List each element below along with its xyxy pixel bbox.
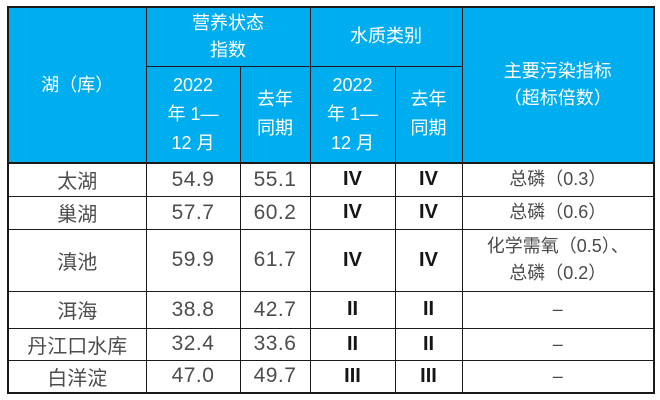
table-row-danjiangkou: 丹江口水库 32.4 33.6 II II –	[7, 327, 655, 361]
quality-class-current: IV	[309, 228, 396, 292]
pollution-indicators: –	[461, 327, 655, 361]
header-nutrition-current: 2022 年 1— 12 月	[145, 65, 241, 164]
nutrition-index-current: 38.8	[145, 290, 241, 329]
table-row-chaohu: 巢湖 57.7 60.2 IV IV 总磷（0.6）	[7, 195, 655, 230]
lake-name: 太湖	[7, 162, 147, 197]
quality-class-last: II	[394, 327, 463, 361]
header-quality-group: 水质类别	[309, 6, 463, 67]
nutrition-index-current: 59.9	[145, 228, 241, 292]
header-quality-current: 2022 年 1— 12 月	[309, 65, 396, 164]
pollution-indicators: 化学需氧（0.5）、 总磷（0.2）	[461, 228, 655, 292]
quality-class-last: IV	[394, 195, 463, 230]
quality-class-last: IV	[394, 228, 463, 292]
nutrition-index-last: 49.7	[239, 359, 311, 394]
header-nutrition-last: 去年 同期	[239, 65, 311, 164]
nutrition-index-last: 42.7	[239, 290, 311, 329]
quality-class-last: IV	[394, 162, 463, 197]
table-row-erhai: 洱海 38.8 42.7 II II –	[7, 290, 655, 329]
header-quality-last: 去年 同期	[394, 65, 463, 164]
table-row-dianchi: 滇池 59.9 61.7 IV IV 化学需氧（0.5）、 总磷（0.2）	[7, 228, 655, 292]
quality-class-last: III	[394, 359, 463, 394]
pollution-indicators: 总磷（0.6）	[461, 195, 655, 230]
lake-name: 巢湖	[7, 195, 147, 230]
lake-name: 洱海	[7, 290, 147, 329]
table-row-baiyangdian: 白洋淀 47.0 49.7 III III –	[7, 359, 655, 394]
nutrition-index-current: 57.7	[145, 195, 241, 230]
quality-class-current: II	[309, 327, 396, 361]
table-row-taihu: 太湖 54.9 55.1 IV IV 总磷（0.3）	[7, 162, 655, 197]
quality-class-current: II	[309, 290, 396, 329]
lake-name: 丹江口水库	[7, 327, 147, 361]
nutrition-index-current: 54.9	[145, 162, 241, 197]
quality-class-current: IV	[309, 195, 396, 230]
lake-name: 滇池	[7, 228, 147, 292]
nutrition-index-current: 47.0	[145, 359, 241, 394]
lake-water-quality-table: 湖（库） 营养状态 指数 水质类别 主要污染指标 （超标倍数） 2022 年 1…	[7, 6, 655, 394]
quality-class-last: II	[394, 290, 463, 329]
quality-class-current: III	[309, 359, 396, 394]
nutrition-index-last: 61.7	[239, 228, 311, 292]
header-group-row: 湖（库） 营养状态 指数 水质类别 主要污染指标 （超标倍数）	[7, 6, 655, 164]
header-nutrition-group: 营养状态 指数	[145, 6, 311, 67]
header-lake: 湖（库）	[7, 6, 147, 164]
header-pollution: 主要污染指标 （超标倍数）	[461, 6, 655, 164]
quality-class-current: IV	[309, 162, 396, 197]
nutrition-index-last: 55.1	[239, 162, 311, 197]
header-sub-row: 2022 年 1— 12 月 去年 同期 2022 年 1— 12 月 去年 同…	[8, 65, 654, 164]
pollution-indicators: –	[461, 359, 655, 394]
pollution-indicators: –	[461, 290, 655, 329]
nutrition-index-current: 32.4	[145, 327, 241, 361]
pollution-indicators: 总磷（0.3）	[461, 162, 655, 197]
nutrition-index-last: 33.6	[239, 327, 311, 361]
lake-name: 白洋淀	[7, 359, 147, 394]
nutrition-index-last: 60.2	[239, 195, 311, 230]
